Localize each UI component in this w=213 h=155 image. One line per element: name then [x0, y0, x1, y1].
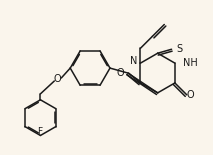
Text: O: O — [187, 90, 195, 100]
Text: O: O — [53, 74, 61, 84]
Text: S: S — [177, 44, 183, 54]
Text: O: O — [117, 68, 125, 78]
Text: N: N — [130, 56, 137, 66]
Text: F: F — [37, 127, 42, 136]
Text: NH: NH — [183, 58, 198, 68]
